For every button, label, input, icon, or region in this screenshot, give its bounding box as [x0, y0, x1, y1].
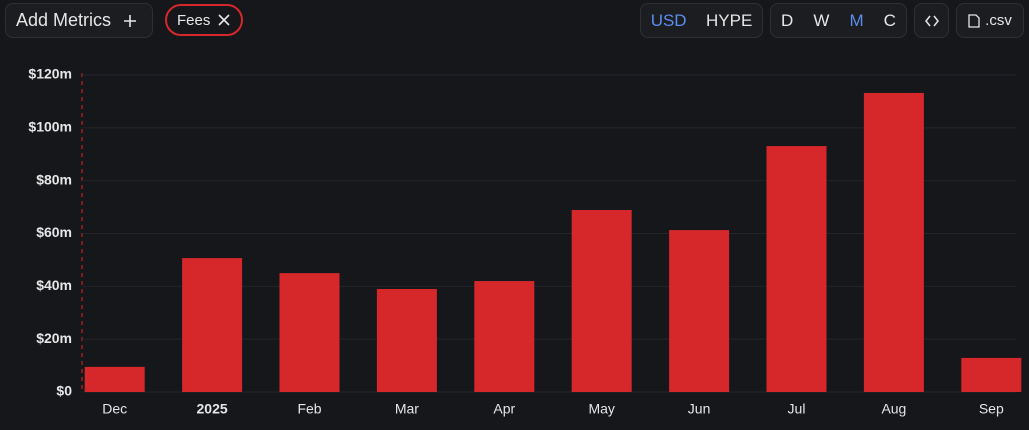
- y-tick-label: $120m: [28, 66, 72, 82]
- bar: [279, 273, 340, 392]
- x-tick-label: Feb: [297, 401, 321, 417]
- embed-button[interactable]: [914, 3, 949, 38]
- period-option[interactable]: M: [849, 10, 864, 30]
- bar: [376, 288, 437, 392]
- bar: [84, 366, 145, 392]
- y-tick-label: $40m: [36, 277, 72, 293]
- code-icon: [924, 15, 939, 26]
- csv-button[interactable]: .csv: [956, 3, 1024, 38]
- bar: [669, 230, 730, 392]
- period-option[interactable]: W: [813, 10, 830, 30]
- period-option[interactable]: C: [883, 10, 896, 30]
- bar: [766, 146, 827, 392]
- currency-group: USD HYPE: [640, 3, 763, 38]
- label: .csv: [985, 12, 1012, 29]
- label: Fees: [177, 11, 211, 29]
- file-icon: [968, 13, 980, 28]
- y-tick-label: $0: [56, 383, 72, 399]
- x-tick-label: 2025: [197, 401, 228, 417]
- bar: [182, 258, 243, 392]
- bar: [863, 92, 924, 393]
- x-tick-label: May: [588, 401, 614, 417]
- currency-option[interactable]: HYPE: [705, 10, 753, 30]
- add-metrics-button[interactable]: Add Metrics: [5, 3, 153, 38]
- x-tick-label: Dec: [102, 401, 127, 417]
- period-option[interactable]: D: [781, 10, 794, 30]
- y-tick-label: $20m: [36, 330, 72, 346]
- plus-icon: [124, 14, 137, 27]
- x-tick-label: Jun: [688, 401, 711, 417]
- y-tick-label: $60m: [36, 224, 72, 240]
- x-tick-label: Sep: [979, 401, 1004, 417]
- currency-option[interactable]: USD: [650, 10, 687, 30]
- x-tick-label: Jul: [788, 401, 806, 417]
- metric-chip[interactable]: Fees: [165, 4, 243, 36]
- period-group: D W M C: [770, 3, 907, 38]
- x-tick-label: Mar: [395, 401, 419, 417]
- y-tick-label: $80m: [36, 171, 72, 187]
- bar: [474, 281, 535, 392]
- x-tick-label: Apr: [493, 401, 515, 417]
- close-icon[interactable]: [218, 14, 230, 26]
- bar: [571, 209, 632, 392]
- label: Add Metrics: [16, 10, 112, 30]
- x-tick-label: Aug: [881, 401, 906, 417]
- bar: [961, 357, 1022, 392]
- y-tick-label: $100m: [28, 119, 72, 135]
- chart: $0 $20m $40m $60m $80m $100m $120m Dec 2025 Feb Ma…: [28, 66, 1022, 417]
